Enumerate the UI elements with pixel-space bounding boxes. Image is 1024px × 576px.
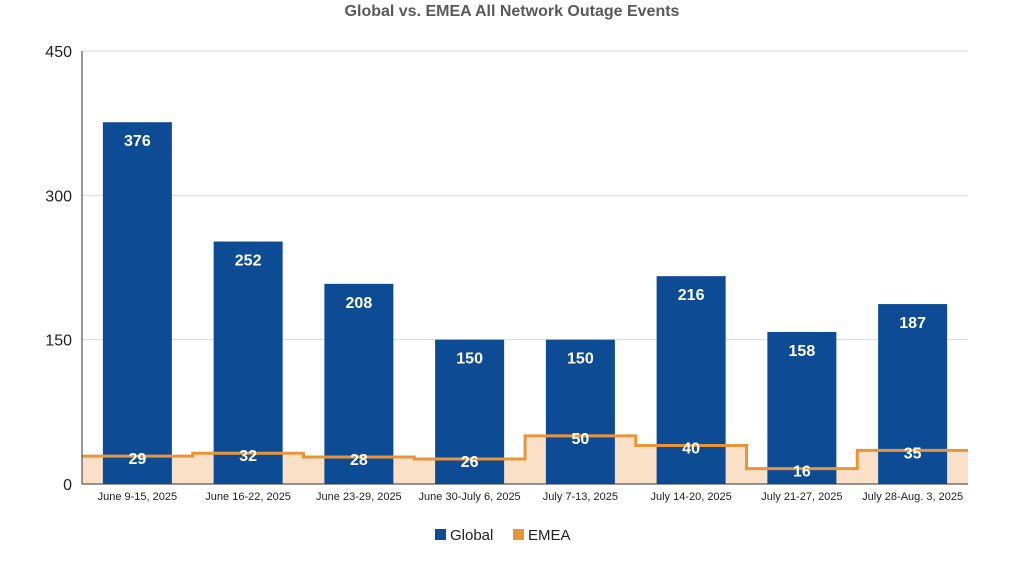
x-tick-label: June 9-15, 2025 [98,491,178,503]
emea-value-label: 32 [239,448,257,465]
x-tick-label: July 7-13, 2025 [543,491,618,503]
global-value-label: 150 [567,351,594,368]
emea-value-label: 16 [793,464,811,481]
y-tick-label: 300 [45,188,72,205]
global-bar [213,241,283,484]
legend-label-emea: EMEA [528,527,571,544]
global-bar [656,276,726,484]
emea-value-label: 28 [350,452,368,469]
global-bars [102,122,948,485]
data-labels: 376 252 208 150 150 216 158 187 29 32 28 26 50 40 16 35 [124,133,926,480]
global-value-label: 187 [899,315,926,332]
global-value-label: 252 [235,253,262,270]
global-value-label: 376 [124,133,151,150]
global-value-label: 158 [789,343,816,360]
chart-title: Global vs. EMEA All Network Outage Event… [344,3,680,20]
x-tick-label: July 28-Aug. 3, 2025 [862,491,963,503]
y-tick-label: 0 [63,477,72,494]
x-tick-label: June 16-22, 2025 [205,491,291,503]
x-tick-label: July 14-20, 2025 [650,491,731,503]
emea-value-label: 29 [128,451,146,468]
global-value-label: 150 [456,351,483,368]
x-tick-label: June 30-July 6, 2025 [419,491,521,503]
x-tick-label: July 21-27, 2025 [761,491,842,503]
emea-series-line [82,434,968,471]
global-bar [545,339,615,484]
emea-value-label: 26 [461,454,479,471]
legend-label-global: Global [450,527,493,544]
emea-line-layer [82,434,968,471]
axes: 0 150 300 450 June 9-15, 2025 June 16-22, 202… [45,44,968,503]
legend: Global EMEA [435,527,571,544]
y-tick-label: 450 [45,44,72,61]
global-bar [767,331,837,484]
y-tick-label: 150 [45,333,72,350]
global-bar [324,283,394,484]
global-bar [102,122,172,485]
emea-value-label: 50 [571,431,589,448]
global-value-label: 208 [346,295,373,312]
legend-swatch-global [435,529,446,540]
emea-value-label: 40 [682,441,700,458]
x-tick-label: June 23-29, 2025 [316,491,402,503]
legend-swatch-emea [513,529,524,540]
global-value-label: 216 [678,287,705,304]
global-bar [878,304,948,484]
emea-value-label: 35 [904,445,922,462]
